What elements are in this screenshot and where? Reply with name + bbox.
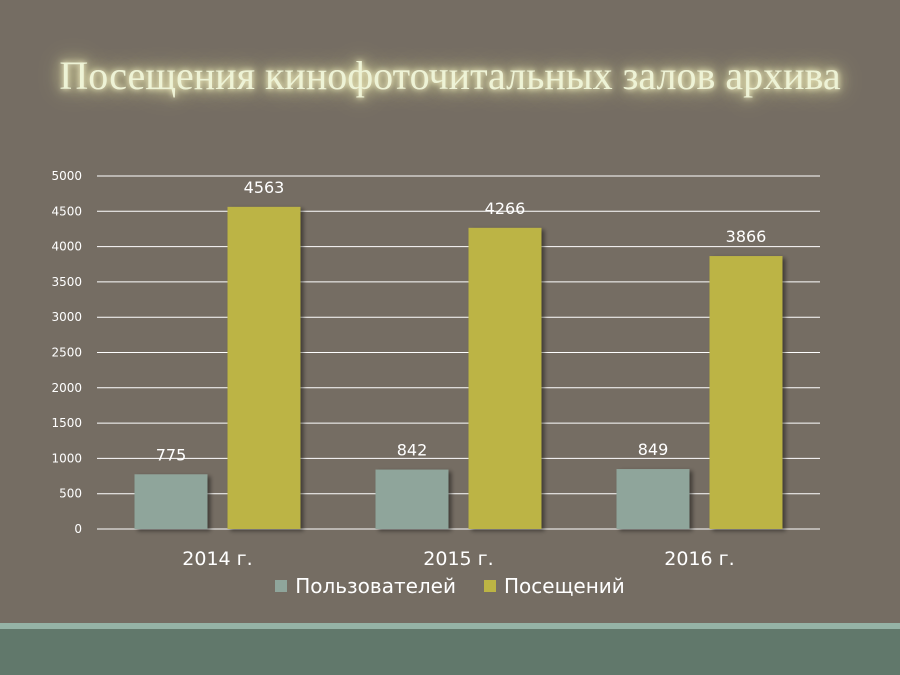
bar-visits — [468, 227, 542, 529]
gridlines — [97, 175, 820, 530]
y-tick-label: 3500 — [51, 275, 82, 289]
bar-users — [375, 469, 449, 529]
y-tick-label: 2000 — [51, 381, 82, 395]
legend-label-users: Пользователей — [295, 574, 456, 598]
bar-users — [616, 469, 690, 529]
data-labels: 775 4563 842 4266 849 3866 — [156, 178, 767, 464]
y-tick-label: 500 — [59, 487, 82, 501]
x-tick-label: 2014 г. — [182, 548, 252, 570]
y-tick-label: 1000 — [51, 451, 82, 465]
data-label-visits: 3866 — [726, 227, 767, 246]
bar-visits — [227, 206, 301, 529]
bar-visits — [709, 256, 783, 529]
data-label-visits: 4563 — [244, 178, 285, 197]
footer-band-light — [0, 623, 900, 629]
data-label-visits: 4266 — [485, 199, 526, 218]
y-tick-label: 3000 — [51, 310, 82, 324]
footer-band-dark — [0, 629, 900, 675]
y-tick-label: 2500 — [51, 346, 82, 360]
chart-legend: Пользователей Посещений — [0, 574, 900, 598]
legend-label-visits: Посещений — [504, 574, 625, 598]
legend-item-users: Пользователей — [275, 574, 456, 598]
data-label-users: 775 — [156, 445, 187, 464]
y-tick-label: 4000 — [51, 240, 82, 254]
legend-item-visits: Посещений — [484, 574, 625, 598]
data-label-users: 842 — [397, 441, 428, 460]
y-tick-label: 5000 — [51, 169, 82, 183]
legend-swatch-users — [275, 580, 288, 592]
y-tick-label: 4500 — [51, 204, 82, 218]
bar-users — [134, 474, 208, 529]
y-tick-label: 1500 — [51, 416, 82, 430]
slide-title: Посещения кинофоточитальных залов архива — [59, 53, 841, 98]
y-axis-ticks: 0 500 1000 1500 2000 2500 3000 3500 4000 4500 5000 — [51, 169, 82, 536]
x-tick-label: 2015 г. — [423, 548, 493, 570]
x-tick-label: 2016 г. — [664, 548, 734, 570]
legend-swatch-visits — [484, 580, 496, 592]
data-label-users: 849 — [638, 440, 669, 459]
x-axis-ticks: 2014 г. 2015 г. 2016 г. — [182, 548, 734, 570]
bars — [134, 206, 783, 529]
y-tick-label: 0 — [74, 522, 82, 536]
